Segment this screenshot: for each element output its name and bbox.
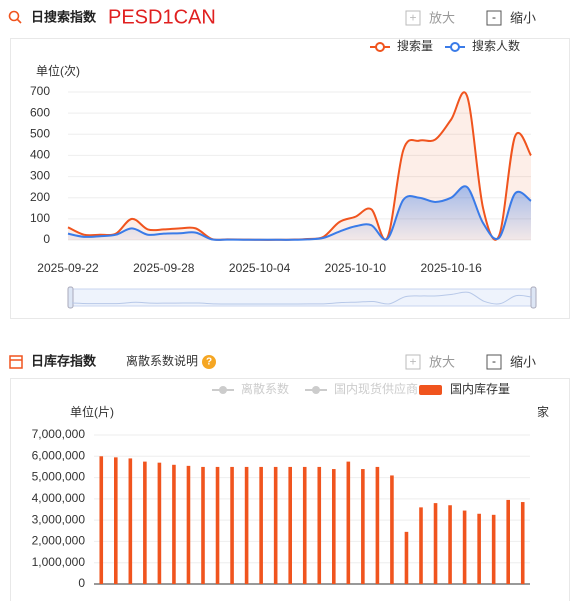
zoom-in[interactable]: 放大	[429, 10, 455, 25]
y-tick-label: 5,000,000	[32, 470, 86, 484]
bar	[448, 505, 452, 584]
line	[67, 185, 532, 241]
bar	[157, 462, 162, 584]
bar	[259, 466, 263, 584]
bar	[215, 466, 220, 584]
y-tick-label: 0	[78, 576, 85, 590]
minus: -	[492, 10, 496, 24]
bar	[346, 461, 351, 584]
y-tick-label: 100	[30, 211, 50, 225]
bar	[361, 469, 365, 584]
x-tick-label: 2025-09-28	[133, 261, 195, 275]
y-tick-label: 6,000,000	[32, 448, 86, 462]
bar	[390, 475, 394, 584]
bar	[506, 499, 510, 584]
legend-marker	[219, 386, 227, 394]
bar	[419, 507, 423, 584]
panel-box	[10, 378, 570, 606]
bar	[302, 466, 307, 584]
zoom-out-icon[interactable]	[486, 354, 502, 370]
bar	[404, 531, 409, 584]
zoom-in-icon[interactable]	[405, 10, 421, 26]
legend-marker	[375, 42, 385, 52]
bar	[288, 466, 292, 584]
legend-label: 搜索量	[397, 38, 433, 53]
legend-marker	[450, 42, 460, 52]
legend-label: 离散系数	[241, 381, 289, 396]
bar	[433, 503, 438, 584]
bar	[186, 465, 191, 584]
bar	[491, 514, 496, 584]
x-tick-label: 2025-10-10	[325, 261, 387, 275]
x-tick-label: 2025-10-04	[229, 261, 291, 275]
zoom-in-icon[interactable]	[405, 354, 421, 370]
y-tick-label: 1,000,000	[32, 555, 86, 569]
y-tick-label: 700	[30, 84, 50, 98]
legend-label: 国内现货供应商	[334, 381, 418, 396]
y-tick-label: 0	[43, 232, 50, 246]
minus: -	[492, 354, 496, 368]
y-tick-label: 500	[30, 126, 50, 140]
y2-axis-label: 家	[537, 404, 549, 419]
panel-title: 日搜索指数	[31, 9, 97, 24]
bar	[128, 458, 133, 584]
bar	[520, 502, 525, 584]
bar	[462, 510, 467, 584]
slider-handle[interactable]	[67, 286, 74, 309]
bar	[172, 464, 176, 584]
y-tick-label: 200	[30, 190, 50, 204]
box-icon	[9, 355, 23, 369]
bar	[201, 466, 205, 584]
panel-box	[10, 38, 570, 319]
legend-label: 搜索人数	[472, 38, 520, 53]
zoom-out[interactable]: 缩小	[510, 10, 536, 25]
search-icon	[16, 18, 22, 24]
plus: +	[409, 11, 416, 25]
x-tick-label: 2025-10-16	[420, 261, 482, 275]
bar	[375, 466, 380, 584]
zoom-in[interactable]: 放大	[429, 354, 455, 369]
help-icon-text: ?	[206, 357, 212, 368]
code: PESD1CAN	[108, 6, 216, 28]
x-tick-label: 2025-09-22	[37, 261, 99, 275]
area	[68, 186, 531, 240]
y-tick-label: 4,000,000	[32, 491, 86, 505]
bar	[317, 466, 322, 584]
bar	[273, 466, 278, 584]
legend-label: 国内库存量	[450, 381, 510, 396]
help-icon[interactable]	[202, 355, 216, 369]
bar	[230, 466, 234, 584]
bar	[114, 457, 118, 584]
y-tick-label: 2,000,000	[32, 534, 86, 548]
plus: +	[409, 355, 416, 369]
y-tick-label: 400	[30, 148, 50, 162]
y-axis-label: 单位(次)	[36, 63, 80, 78]
zoom-out-icon[interactable]	[486, 10, 502, 26]
y-tick-label: 3,000,000	[32, 512, 86, 526]
y-axis-label: 单位(片)	[70, 404, 114, 419]
search-icon	[8, 10, 20, 22]
y-tick-label: 300	[30, 169, 50, 183]
bar	[143, 461, 147, 584]
slider-preview	[71, 291, 533, 305]
bar	[99, 456, 104, 584]
help-link[interactable]: 离散系数说明	[126, 353, 198, 368]
bar	[332, 469, 336, 584]
bar	[477, 513, 481, 584]
y-tick-label: 7,000,000	[32, 427, 86, 441]
bar	[244, 466, 249, 584]
legend-marker	[419, 385, 442, 395]
legend-marker	[312, 386, 320, 394]
panel-title: 日库存指数	[31, 353, 97, 368]
y-tick-label: 600	[30, 105, 50, 119]
zoom-out[interactable]: 缩小	[510, 354, 536, 369]
